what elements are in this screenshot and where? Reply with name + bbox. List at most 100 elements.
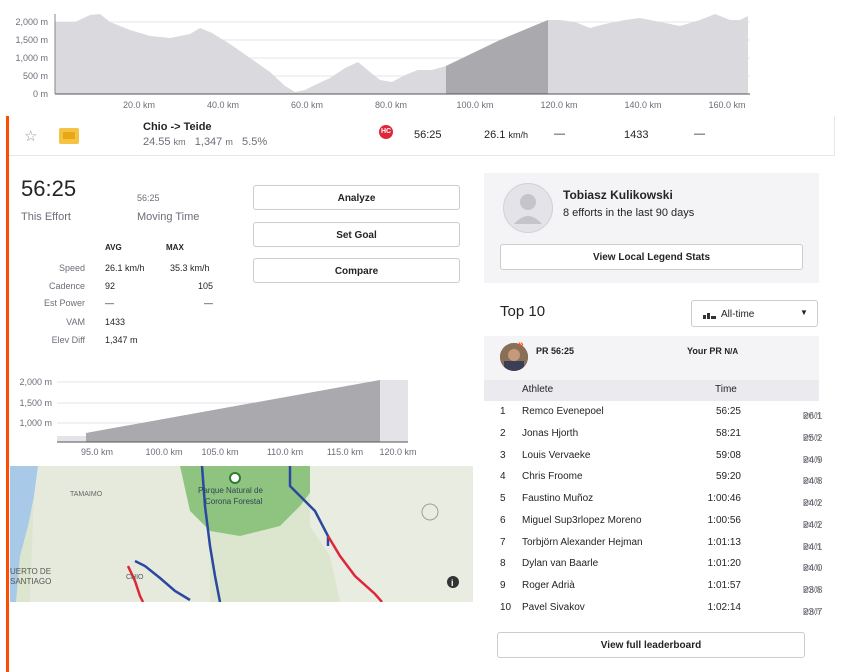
- effort-time[interactable]: 59:20: [715, 471, 741, 482]
- info-icon: [447, 576, 459, 588]
- pr-chevron-icon: »: [518, 339, 524, 350]
- effort-time[interactable]: 1:02:14: [707, 602, 741, 613]
- segment-elevation-chart[interactable]: 2,000 m 1,500 m 1,000 m 95.0 km 100.0 km…: [10, 368, 420, 460]
- map-label: Parque Natural de: [198, 486, 263, 495]
- segment-stats: 24.55 km 1,347 m 5.5%: [143, 136, 268, 148]
- x-tick: 40.0 km: [207, 100, 239, 110]
- svg-text:i: i: [451, 578, 454, 588]
- chevron-down-icon: ▼: [800, 308, 808, 317]
- athlete-name[interactable]: Louis Vervaeke: [522, 450, 591, 461]
- segment-time: 56:25: [414, 129, 442, 141]
- y-tick: 1,000 m: [19, 418, 52, 428]
- stat-avg: —: [105, 298, 114, 308]
- selected-segment-indicator: [6, 116, 9, 672]
- athlete-name[interactable]: Remco Evenepoel: [522, 406, 604, 417]
- athlete-name[interactable]: Torbjörn Alexander Hejman: [522, 537, 643, 548]
- effort-time[interactable]: 59:08: [715, 450, 741, 461]
- avatar[interactable]: [503, 183, 553, 233]
- leaderboard-row[interactable]: 9 Roger Adrià 1:01:57 23.8 km/h: [500, 580, 823, 596]
- athlete-name[interactable]: Dylan van Baarle: [522, 558, 599, 569]
- view-full-leaderboard-button[interactable]: View full leaderboard: [497, 632, 805, 658]
- segment-row[interactable]: [9, 116, 835, 156]
- stat-max: —: [204, 298, 213, 308]
- leaderboard-row[interactable]: 6 Miguel Sup3rlopez Moreno 1:00:56 24.2 km/…: [500, 515, 823, 531]
- map-label: TAMAIMO: [70, 491, 103, 498]
- elapsed-time: 56:25: [21, 176, 77, 201]
- leaderboard-row[interactable]: 5 Faustino Muñoz 1:00:46 24.2 km/h: [500, 493, 823, 509]
- x-tick: 115.0 km: [327, 447, 363, 457]
- local-legend-name[interactable]: Tobiasz Kulikowski: [563, 188, 673, 202]
- analyze-button[interactable]: Analyze: [253, 185, 460, 210]
- x-tick: 100.0 km: [145, 447, 182, 457]
- moving-time: 56:25: [137, 193, 160, 203]
- max-header: MAX: [166, 243, 184, 252]
- rank: 3: [500, 450, 506, 461]
- leaderboard-row[interactable]: 1 Remco Evenepoel 56:25 26.1 km/h: [500, 406, 823, 422]
- leaderboard-row[interactable]: 10 Pavel Sivakov 1:02:14 23.7 km/h: [500, 602, 823, 618]
- stat-max: 105: [198, 281, 214, 291]
- x-tick: 120.0 km: [379, 447, 416, 457]
- effort-time[interactable]: 1:01:13: [707, 537, 741, 548]
- avatar[interactable]: [500, 343, 528, 371]
- your-pr: Your PR N/A: [687, 346, 739, 356]
- leaderboard-row[interactable]: 7 Torbjörn Alexander Hejman 1:01:13 24.1 km…: [500, 537, 823, 553]
- effort-time[interactable]: 1:01:20: [707, 558, 741, 569]
- effort-time[interactable]: 1:01:57: [707, 580, 741, 591]
- leaderboard-filter-dropdown[interactable]: All-time ▼: [691, 300, 818, 327]
- athlete-name[interactable]: Miguel Sup3rlopez Moreno: [522, 515, 642, 526]
- x-tick: 120.0 km: [540, 100, 577, 110]
- y-tick: 2,000 m: [15, 17, 48, 27]
- segment-name[interactable]: Chio -> Teide: [143, 121, 212, 133]
- rank: 5: [500, 493, 506, 504]
- effort-time[interactable]: 1:00:46: [707, 493, 741, 504]
- x-tick: 105.0 km: [201, 447, 238, 457]
- set-goal-button[interactable]: Set Goal: [253, 222, 460, 247]
- athlete-name[interactable]: Jonas Hjorth: [522, 428, 579, 439]
- y-tick: 2,000 m: [19, 377, 52, 387]
- leaderboard-title: Top 10: [500, 303, 546, 320]
- x-tick: 20.0 km: [123, 100, 155, 110]
- segment-map[interactable]: TAMAIMO Parque Natural de Corona Foresta…: [10, 466, 473, 602]
- effort-time[interactable]: 1:00:56: [707, 515, 741, 526]
- athlete-name[interactable]: Pavel Sivakov: [522, 602, 585, 613]
- rank: 8: [500, 558, 506, 569]
- athlete-name[interactable]: Roger Adrià: [522, 580, 575, 591]
- stat-avg: 26.1 km/h: [105, 263, 145, 273]
- effort-time[interactable]: 58:21: [715, 428, 741, 439]
- x-tick: 100.0 km: [456, 100, 493, 110]
- column-header-athlete: Athlete: [522, 384, 554, 395]
- y-tick: 1,500 m: [19, 398, 52, 408]
- x-tick: 80.0 km: [375, 100, 407, 110]
- stat-label: Elev Diff: [51, 335, 85, 345]
- y-tick: 500 m: [23, 71, 48, 81]
- athlete-name[interactable]: Faustino Muñoz: [522, 493, 594, 504]
- stat-label: Speed: [58, 263, 85, 273]
- bar-chart-icon: [703, 310, 716, 322]
- avg-header: AVG: [105, 243, 122, 252]
- x-tick: 95.0 km: [81, 447, 113, 457]
- leaderboard-row[interactable]: 4 Chris Froome 59:20 24.8 km/h: [500, 471, 823, 487]
- elapsed-time-label: This Effort: [21, 211, 71, 223]
- rank: 7: [500, 537, 506, 548]
- leaderboard-row[interactable]: 3 Louis Vervaeke 59:08 24.9 km/h: [500, 450, 823, 466]
- athlete-name[interactable]: Chris Froome: [522, 471, 583, 482]
- pr-summary: PR 56:25: [536, 346, 575, 356]
- y-tick: 1,000 m: [15, 53, 48, 63]
- x-tick: 60.0 km: [291, 100, 323, 110]
- stat-avg: 1,347 m: [105, 335, 138, 345]
- rank: 9: [500, 580, 506, 591]
- star-icon[interactable]: ☆: [24, 128, 38, 145]
- elevation-profile-chart[interactable]: 2,000 m 1,500 m 1,000 m 500 m 0 m 20.0 k…: [0, 0, 760, 116]
- map-label: CHIO: [126, 574, 144, 581]
- stat-avg: 1433: [105, 317, 126, 327]
- leaderboard-row[interactable]: 2 Jonas Hjorth 58:21 25.2 km/h: [500, 428, 823, 444]
- x-tick: 140.0 km: [624, 100, 661, 110]
- hc-category-badge: HC: [379, 125, 393, 139]
- leaderboard-header: Athlete Time: [484, 380, 819, 401]
- effort-time[interactable]: 56:25: [715, 406, 741, 417]
- view-local-legend-button[interactable]: View Local Legend Stats: [500, 244, 803, 270]
- compare-button[interactable]: Compare: [253, 258, 460, 283]
- local-legend-efforts: 8 efforts in the last 90 days: [563, 207, 695, 219]
- map-label: SANTIAGO: [10, 577, 51, 586]
- leaderboard-row[interactable]: 8 Dylan van Baarle 1:01:20 24.0 km/h: [500, 558, 823, 574]
